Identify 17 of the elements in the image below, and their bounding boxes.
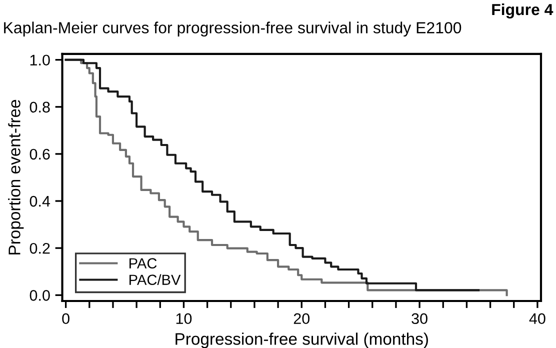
x-tick-label: 30 (412, 313, 428, 324)
legend-label: PAC (130, 258, 157, 268)
y-tick-label: 0.4 (30, 196, 50, 207)
chart-title: Kaplan-Meier curves for progression-free survival in study E2100 (4, 22, 462, 37)
y-tick-label: 0.6 (30, 148, 50, 160)
y-tick-label: 0.2 (30, 242, 50, 254)
y-tick-label: 0.8 (30, 102, 50, 113)
caption: Figure 4 (492, 3, 554, 18)
x-axis-title: Progression-free survival (months) (176, 332, 428, 348)
x-tick-label: 40 (529, 313, 546, 324)
y-tick-label: 0.0 (30, 290, 50, 301)
legend-label: PAC/BV (130, 274, 181, 286)
x-tick-label: 0 (62, 313, 70, 324)
y-tick-label: 1.0 (30, 54, 50, 66)
y-axis-title: Proportion event-free (8, 100, 24, 254)
x-tick-label: 10 (176, 313, 192, 324)
x-tick-label: 20 (294, 313, 310, 324)
